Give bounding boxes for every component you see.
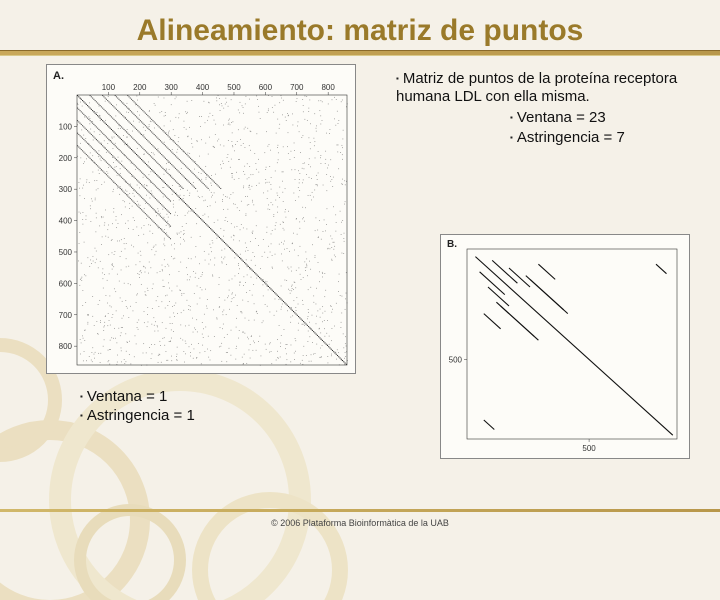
desc-sub1: Ventana = 23 — [390, 109, 690, 127]
footer-text: © 2006 Plataforma Bioinformàtica de la U… — [0, 518, 720, 528]
svg-text:800: 800 — [59, 342, 73, 351]
svg-text:400: 400 — [59, 217, 73, 226]
description-block: Matriz de puntos de la proteína receptor… — [390, 70, 690, 147]
params-a-line2: Astringencia = 1 — [80, 407, 195, 426]
slide-title: Alineamiento: matriz de puntos — [0, 14, 720, 48]
svg-text:400: 400 — [196, 83, 210, 92]
svg-text:500: 500 — [582, 444, 596, 453]
svg-text:200: 200 — [133, 83, 147, 92]
svg-text:500: 500 — [449, 355, 463, 364]
svg-text:B.: B. — [447, 239, 457, 250]
svg-text:600: 600 — [259, 83, 273, 92]
params-a-line1: Ventana = 1 — [80, 388, 195, 407]
content-area: A. 100 100 200 200 300 300 400 400 500 500 600 600 70… — [0, 56, 720, 516]
desc-sub2-text: Astringencia = 7 — [517, 129, 625, 146]
dotplot-a: A. 100 100 200 200 300 300 400 400 500 500 600 600 70… — [46, 64, 356, 374]
svg-text:700: 700 — [59, 311, 73, 320]
dotplot-b-svg: B. 500 500 — [441, 235, 691, 460]
svg-text:300: 300 — [59, 185, 73, 194]
svg-text:100: 100 — [59, 122, 73, 131]
footer-line — [0, 509, 720, 512]
svg-text:700: 700 — [290, 83, 304, 92]
dotplot-a-svg: A. 100 100 200 200 300 300 400 400 500 500 600 600 70… — [47, 65, 357, 375]
svg-text:600: 600 — [59, 279, 73, 288]
svg-text:A.: A. — [53, 70, 64, 82]
desc-main-text: Matriz de puntos de la proteína receptor… — [396, 70, 677, 105]
desc-main: Matriz de puntos de la proteína receptor… — [390, 70, 690, 107]
svg-text:200: 200 — [59, 154, 73, 163]
desc-sub1-text: Ventana = 23 — [517, 109, 606, 126]
params-a: Ventana = 1 Astringencia = 1 — [80, 388, 195, 426]
svg-text:300: 300 — [165, 83, 179, 92]
svg-text:500: 500 — [227, 83, 241, 92]
desc-sub2: Astringencia = 7 — [390, 129, 690, 147]
svg-text:800: 800 — [321, 83, 335, 92]
title-bar: Alineamiento: matriz de puntos — [0, 0, 720, 56]
svg-text:500: 500 — [59, 248, 73, 257]
dotplot-b: B. 500 500 — [440, 234, 690, 459]
svg-text:100: 100 — [102, 83, 116, 92]
